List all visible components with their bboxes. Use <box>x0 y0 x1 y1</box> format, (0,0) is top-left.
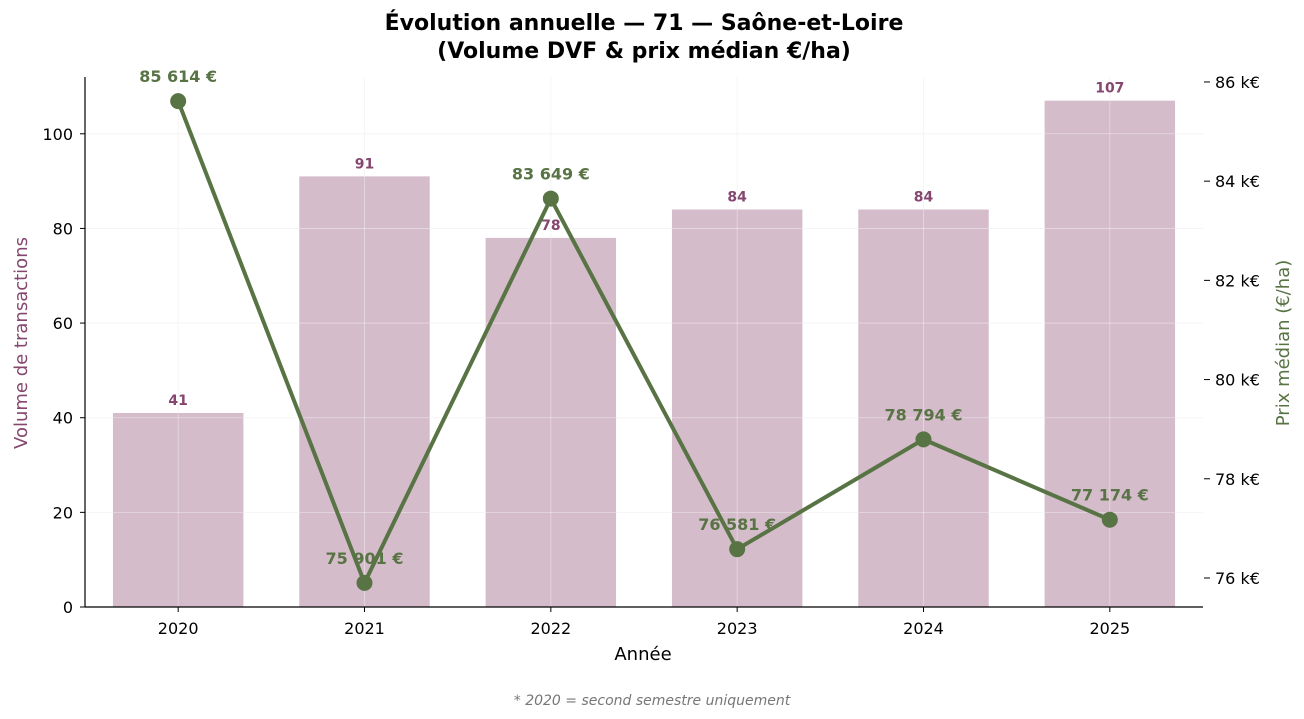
x-tick-label: 2024 <box>903 619 944 638</box>
x-tick-label: 2023 <box>717 619 758 638</box>
bar-value-label: 91 <box>355 156 374 172</box>
price-point <box>356 574 373 591</box>
price-value-label: 78 794 € <box>885 405 963 424</box>
price-point <box>915 431 932 448</box>
price-point <box>542 190 559 207</box>
bar <box>112 412 244 607</box>
right-y-tick-label: 80 k€ <box>1215 371 1260 390</box>
left-y-tick-label: 100 <box>42 125 73 144</box>
chart-title-line1: Évolution annuelle — 71 — Saône-et-Loire <box>385 10 904 36</box>
left-y-axis-label: Volume de transactions <box>11 237 32 449</box>
bar-value-label: 84 <box>914 190 934 206</box>
grid-lines <box>85 77 1203 608</box>
right-y-tick-label: 84 k€ <box>1215 172 1260 191</box>
price-value-label: 83 649 € <box>512 165 590 184</box>
bar <box>299 176 430 607</box>
left-y-tick-label: 20 <box>53 503 73 522</box>
bar-value-label: 107 <box>1095 81 1124 97</box>
right-y-tick-label: 78 k€ <box>1215 470 1260 489</box>
left-y-axis-ticks: 0 20 40 60 80 100 <box>42 125 85 617</box>
left-y-tick-label: 0 <box>63 598 73 617</box>
x-tick-label: 2025 <box>1089 619 1130 638</box>
price-value-label: 85 614 € <box>139 67 217 86</box>
x-axis-ticks: 2020 2021 2022 2023 2024 2025 <box>158 607 1130 638</box>
x-tick-label: 2022 <box>530 619 571 638</box>
price-value-label: 77 174 € <box>1071 486 1149 505</box>
bar <box>671 209 803 607</box>
bar <box>485 237 617 607</box>
price-point <box>1101 511 1118 528</box>
right-y-tick-label: 86 k€ <box>1215 73 1260 92</box>
price-line <box>176 100 1111 585</box>
left-y-tick-label: 80 <box>53 219 73 238</box>
bar-value-label: 41 <box>168 393 187 409</box>
right-y-axis-ticks: 76 k€ 78 k€ 80 k€ 82 k€ 84 k€ 86 k€ <box>1204 73 1260 588</box>
right-y-tick-label: 82 k€ <box>1215 271 1260 290</box>
x-axis-label: Année <box>614 644 671 665</box>
bar-value-labels: 41 91 78 84 84 107 <box>168 81 1124 409</box>
axes <box>84 77 1203 608</box>
x-tick-label: 2020 <box>158 619 199 638</box>
x-tick-label: 2021 <box>344 619 385 638</box>
footnote: * 2020 = second semestre uniquement <box>514 693 791 709</box>
bar-value-label: 78 <box>541 218 560 234</box>
left-y-tick-label: 40 <box>53 409 73 428</box>
price-value-labels: 85 614 € 75 901 € 83 649 € 76 581 € 78 794 €… <box>139 67 1149 568</box>
price-point <box>170 93 187 110</box>
left-y-tick-label: 60 <box>53 314 73 333</box>
right-y-axis-label: Prix médian (€/ha) <box>1273 260 1294 427</box>
bar-value-label: 84 <box>727 190 747 206</box>
right-y-tick-label: 76 k€ <box>1215 569 1260 588</box>
price-point <box>729 541 746 558</box>
price-line-series <box>170 93 1118 591</box>
chart-title-line2: (Volume DVF & prix médian €/ha) <box>437 39 851 64</box>
price-value-label: 75 901 € <box>326 549 404 568</box>
price-value-label: 76 581 € <box>698 515 776 534</box>
bar <box>858 209 989 607</box>
bar-series <box>85 77 1203 608</box>
